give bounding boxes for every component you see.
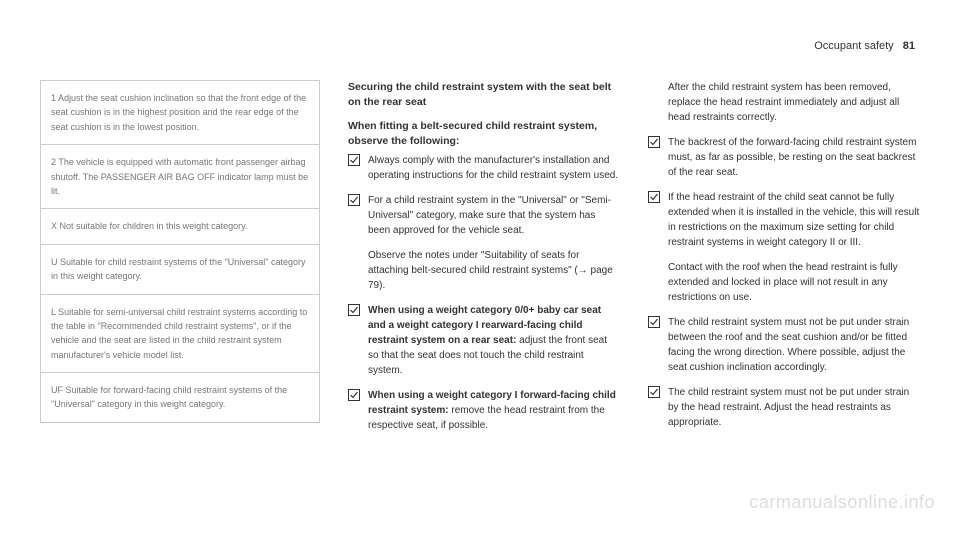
check-item: The child restraint system must not be p… [648, 385, 920, 430]
check-item: For a child restraint system in the "Uni… [348, 193, 620, 238]
check-item: The child restraint system must not be p… [648, 315, 920, 375]
checkbox-icon [348, 304, 362, 321]
check-item: When using a weight category I forward-f… [348, 388, 620, 433]
checkbox-icon [648, 386, 662, 403]
notes-table: 1 Adjust the seat cushion inclination so… [40, 80, 320, 423]
checkbox-icon [648, 316, 662, 333]
sub-paragraph: Observe the notes under "Suitability of … [368, 248, 620, 293]
sub-paragraph: Contact with the roof when the head rest… [668, 260, 920, 305]
check-item: When using a weight category 0/0+ baby c… [348, 303, 620, 378]
section-name: Occupant safety [814, 40, 894, 52]
check-text: For a child restraint system in the "Uni… [368, 193, 620, 238]
content-area: 1 Adjust the seat cushion inclination so… [0, 0, 960, 443]
check-text: The child restraint system must not be p… [668, 385, 920, 430]
column-3: After the child restraint system has bee… [648, 80, 920, 443]
check-item: The backrest of the forward-facing child… [648, 135, 920, 180]
check-item: Always comply with the manufacturer's in… [348, 153, 620, 183]
column-1: 1 Adjust the seat cushion inclination so… [40, 80, 320, 443]
checkbox-icon [648, 191, 662, 208]
note-row: UF Suitable for forward-facing child res… [41, 373, 319, 422]
note-row: 2 The vehicle is equipped with automatic… [41, 145, 319, 209]
check-text: When using a weight category 0/0+ baby c… [368, 303, 620, 378]
check-text: If the head restraint of the child seat … [668, 190, 920, 250]
checkbox-icon [348, 194, 362, 211]
check-text: The backrest of the forward-facing child… [668, 135, 920, 180]
check-item: If the head restraint of the child seat … [648, 190, 920, 250]
check-text: The child restraint system must not be p… [668, 315, 920, 375]
check-text: Always comply with the manufacturer's in… [368, 153, 620, 183]
sub-title: When fitting a belt-secured child restra… [348, 119, 620, 148]
page-number: 81 [903, 40, 915, 52]
note-row: L Suitable for semi-universal child rest… [41, 295, 319, 374]
checkbox-icon [348, 389, 362, 406]
note-row: 1 Adjust the seat cushion inclination so… [41, 81, 319, 145]
note-row: X Not suitable for children in this weig… [41, 209, 319, 244]
column-2: Securing the child restraint system with… [348, 80, 620, 443]
checkbox-icon [648, 136, 662, 153]
section-title: Securing the child restraint system with… [348, 80, 620, 109]
page-header: Occupant safety 81 [814, 40, 915, 52]
check-text: When using a weight category I forward-f… [368, 388, 620, 433]
checkbox-icon [348, 154, 362, 171]
intro-paragraph: After the child restraint system has bee… [668, 80, 920, 125]
watermark: carmanualsonline.info [749, 492, 935, 513]
note-row: U Suitable for child restraint systems o… [41, 245, 319, 295]
